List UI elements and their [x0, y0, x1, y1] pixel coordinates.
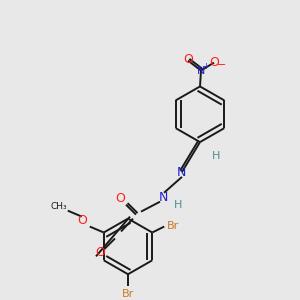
Text: O: O: [209, 56, 219, 69]
Text: N: N: [197, 65, 205, 76]
Text: +: +: [202, 62, 209, 71]
Text: Br: Br: [122, 289, 134, 299]
Text: O: O: [115, 192, 125, 205]
Text: −: −: [217, 60, 227, 70]
Text: N: N: [158, 191, 168, 204]
Text: O: O: [183, 53, 193, 66]
Text: O: O: [95, 246, 105, 259]
Text: H: H: [174, 200, 182, 210]
Text: N: N: [176, 167, 186, 179]
Text: CH₃: CH₃: [50, 202, 67, 211]
Text: O: O: [77, 214, 87, 227]
Text: Br: Br: [167, 220, 179, 230]
Text: H: H: [212, 151, 220, 161]
